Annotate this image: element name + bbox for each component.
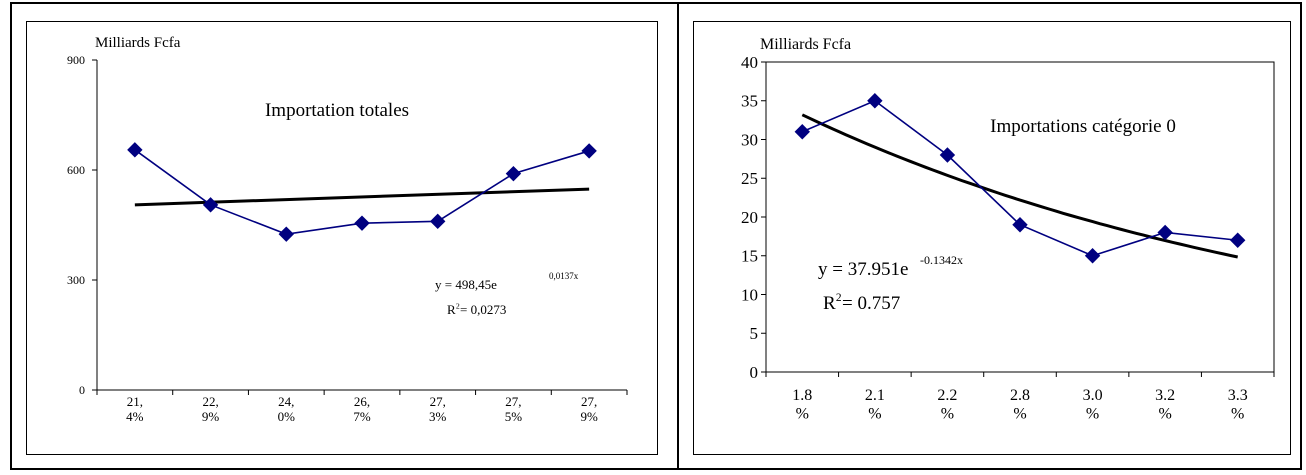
data-point-marker [581,143,597,159]
r-squared-value: = 0.757 [842,293,900,314]
data-point-marker [1230,232,1246,248]
data-point-marker [430,213,446,230]
y-tick-label: 25 [741,169,758,188]
y-tick-label: 0 [750,363,759,382]
chart-panel-left: 0 300 600 900 21, 4% 22, 9% 24, 0% 26, 7% 27, 3% 27, 5%… [26,21,658,455]
x-tick-label: 2.8% [1010,387,1030,422]
data-point-marker [1084,248,1101,264]
r-squared-prefix: R [447,302,456,317]
y-tick-label: 15 [741,247,758,266]
chart-right-svg: 0 5 10 15 20 25 30 35 40 1.8 % 2.1 % 2.2 % 2.8 % 3.0 % 3.2%… [741,36,1275,422]
x-tick-label: 26, 7% [353,394,371,424]
r-squared-superscript: 2 [836,292,842,304]
trendline [801,113,1239,259]
y-tick-label: 900 [67,53,85,67]
chart-panel-right: 0 5 10 15 20 25 30 35 40 1.8% 2.1% 2.2% 2.8% 3.0% 3.2%… [693,21,1291,455]
y-axis-title: Milliards Fcfa [760,36,851,53]
x-tick-label: 27, 3% [429,394,447,424]
trendline-equation: y = 498,45e [435,277,497,292]
r-squared-prefix: R [823,293,836,314]
x-tick-label: 27, 9% [580,394,598,424]
data-point-marker [939,147,956,163]
data-point-marker [505,165,522,182]
chart-title: Importations catégorie 0 [990,116,1176,137]
x-tick-label: 2.1% [865,387,885,422]
column-divider [677,2,679,468]
trendline-exponent: 0,0137x [549,271,579,281]
data-point-marker [1012,217,1028,233]
trendline-exponent: -0.1342x [920,253,963,267]
y-tick-label: 10 [741,285,758,304]
data-point-marker [794,124,810,140]
x-tick-label: 3.2% [1155,387,1175,422]
y-tick-label: 20 [741,208,758,227]
y-tick-label: 600 [67,163,85,177]
x-tick-label: 3.0% [1083,387,1103,422]
x-tick-label: 27, 5% [505,394,523,424]
x-tick-label: 3.3% [1228,387,1248,422]
trendline-equation: y = 37.951e [818,259,908,280]
y-tick-label: 30 [741,130,758,149]
data-point-marker [202,197,219,213]
data-point-marker [867,93,883,109]
x-tick-label: 21, 4% [126,394,144,424]
y-tick-label: 35 [741,92,758,111]
data-point-marker [127,142,143,158]
r-squared-superscript: 2 [456,302,460,311]
x-tick-label: 24, 0% [278,394,296,424]
data-point-marker [1157,224,1173,241]
outer-table-frame [10,2,1302,470]
x-tick-label: 22, 9% [202,394,220,424]
chart-left-svg: 0 300 600 900 21, 4% 22, 9% 24, 0% 26, 7% 27, 3% 27, 5%… [67,35,628,424]
data-point-marker [278,226,294,242]
trendline [134,187,590,207]
x-tick-label: 1.8% [792,387,812,422]
y-tick-label: 5 [750,324,759,343]
y-axis-title: Milliards Fcfa [95,35,181,51]
chart-title: Importation totales [265,100,409,121]
plot-area [765,61,1275,373]
y-tick-label: 40 [741,53,758,72]
x-tick-label: 2.2% [937,387,957,422]
y-tick-label: 0 [79,383,85,397]
top-border [10,2,1302,8]
r-squared-value: = 0,0273 [460,302,506,317]
data-point-marker [354,215,370,231]
y-tick-label: 300 [67,273,85,287]
